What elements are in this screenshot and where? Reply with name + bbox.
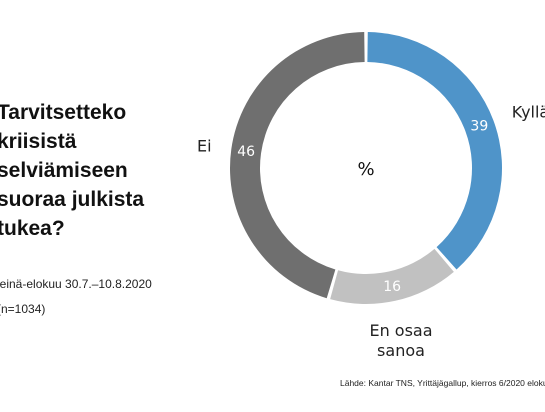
donut-slice-kyll- — [367, 32, 503, 270]
survey-period: leinä-elokuu 30.7.–10.8.2020 — [0, 277, 152, 291]
donut-center-label: % — [357, 159, 374, 180]
slice-value-label: 39 — [470, 119, 488, 135]
slice-value-label: 46 — [237, 144, 255, 160]
question-line: suoraa julkista — [0, 188, 145, 211]
question-line: selviämiseen — [0, 159, 128, 182]
sample-size: (n=1034) — [0, 302, 46, 316]
slice-category-label: Kyllä — [512, 102, 545, 121]
question-line: Tarvitsetteko — [0, 101, 127, 124]
donut-slice-ei — [230, 32, 365, 299]
question-line: tukea? — [0, 217, 65, 240]
slice-category-label: En osaa sanoa — [369, 321, 432, 360]
donut-slice-en-osaa-sanoa — [330, 248, 454, 305]
chart-question-title: Tarvitsetteko kriisistä selviämiseen suo… — [0, 98, 197, 243]
question-line: kriisistä — [0, 130, 77, 153]
slice-category-label: Ei — [197, 136, 212, 155]
slice-value-label: 16 — [383, 279, 401, 295]
source-note: Lähde: Kantar TNS, Yrittäjägallup, kierr… — [340, 378, 545, 388]
